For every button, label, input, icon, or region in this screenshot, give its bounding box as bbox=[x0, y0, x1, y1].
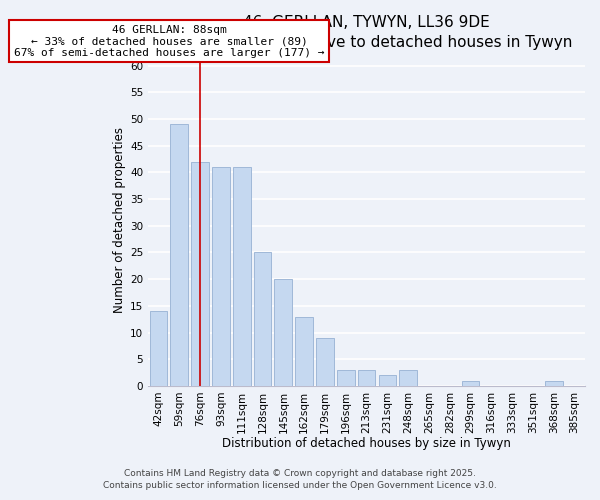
Y-axis label: Number of detached properties: Number of detached properties bbox=[113, 128, 126, 314]
Bar bbox=[149, 311, 167, 386]
Bar bbox=[295, 316, 313, 386]
Bar bbox=[254, 252, 271, 386]
Bar bbox=[191, 162, 209, 386]
Bar bbox=[545, 380, 563, 386]
Bar bbox=[170, 124, 188, 386]
Text: 46 GERLLAN: 88sqm
← 33% of detached houses are smaller (89)
67% of semi-detached: 46 GERLLAN: 88sqm ← 33% of detached hous… bbox=[14, 24, 324, 58]
Bar bbox=[358, 370, 376, 386]
Bar bbox=[400, 370, 417, 386]
Bar bbox=[274, 279, 292, 386]
Bar bbox=[337, 370, 355, 386]
Bar bbox=[462, 380, 479, 386]
Bar bbox=[316, 338, 334, 386]
Text: Contains HM Land Registry data © Crown copyright and database right 2025.
Contai: Contains HM Land Registry data © Crown c… bbox=[103, 468, 497, 490]
Bar bbox=[233, 167, 251, 386]
Bar bbox=[379, 375, 396, 386]
Title: 46, GERLLAN, TYWYN, LL36 9DE
Size of property relative to detached houses in Tyw: 46, GERLLAN, TYWYN, LL36 9DE Size of pro… bbox=[161, 15, 572, 50]
Bar bbox=[212, 167, 230, 386]
X-axis label: Distribution of detached houses by size in Tywyn: Distribution of detached houses by size … bbox=[222, 437, 511, 450]
